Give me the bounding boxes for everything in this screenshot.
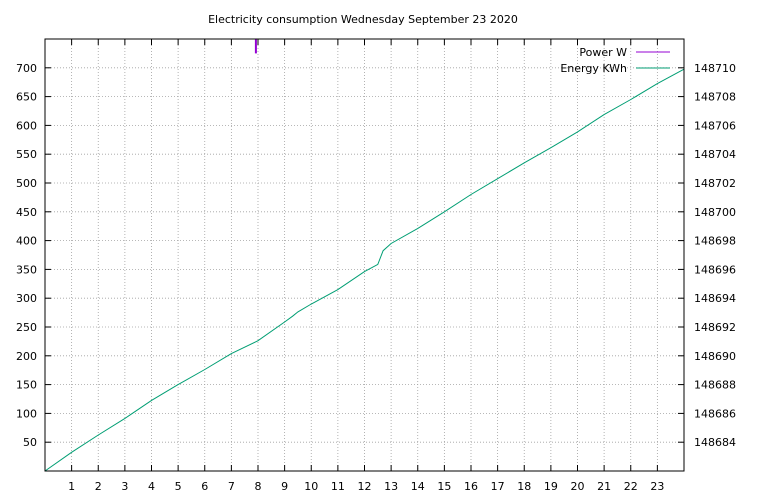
x-tick-label: 7	[228, 480, 235, 493]
x-tick-label: 1	[68, 480, 75, 493]
y-right-tick-label: 148688	[694, 379, 736, 392]
y-left-tick-label: 150	[16, 379, 37, 392]
x-tick-label: 8	[255, 480, 262, 493]
x-tick-label: 4	[148, 480, 155, 493]
y-left-tick-label: 400	[16, 235, 37, 248]
x-tick-label: 5	[175, 480, 182, 493]
legend-label: Energy KWh	[560, 62, 627, 75]
y-left-tick-label: 300	[16, 292, 37, 305]
y-left-tick-label: 600	[16, 119, 37, 132]
y-left-tick-label: 450	[16, 206, 37, 219]
y-right-tick-label: 148710	[694, 62, 736, 75]
y-right-tick-label: 148708	[694, 91, 736, 104]
y-right-tick-label: 148690	[694, 350, 736, 363]
x-tick-label: 12	[358, 480, 372, 493]
legend-label: Power W	[579, 46, 627, 59]
x-tick-label: 14	[411, 480, 425, 493]
y-left-tick-label: 50	[23, 436, 37, 449]
y-right-tick-label: 148700	[694, 206, 736, 219]
y-right-tick-label: 148702	[694, 177, 736, 190]
grid-lines	[45, 39, 684, 471]
x-tick-label: 21	[597, 480, 611, 493]
y-right-tick-label: 148698	[694, 235, 736, 248]
legend: Power W Energy KWh	[560, 46, 670, 75]
y-right-tick-label: 148704	[694, 148, 736, 161]
y-left-tick-label: 500	[16, 177, 37, 190]
x-tick-label: 11	[331, 480, 345, 493]
y-left-tick-label: 650	[16, 91, 37, 104]
y-left-tick-label: 550	[16, 148, 37, 161]
chart-title: Electricity consumption Wednesday Septem…	[208, 13, 518, 26]
y-right-tick-label: 148684	[694, 436, 736, 449]
x-tick-label: 16	[464, 480, 478, 493]
x-tick-label: 13	[384, 480, 398, 493]
series-group	[44, 39, 685, 472]
x-tick-label: 17	[491, 480, 505, 493]
x-tick-label: 18	[517, 480, 531, 493]
x-tick-label: 3	[121, 480, 128, 493]
axes: 1 2 3 4 5 6 7 8 9 10 11 12 13 14 15 16 17 18 19 20 21 22 23501…	[16, 39, 736, 493]
x-tick-label: 2	[95, 480, 102, 493]
x-tick-label: 9	[281, 480, 288, 493]
x-tick-label: 15	[437, 480, 451, 493]
plot-border	[44, 38, 685, 472]
y-right-tick-label: 148686	[694, 407, 736, 420]
y-left-tick-label: 100	[16, 407, 37, 420]
y-left-tick-label: 350	[16, 263, 37, 276]
y-right-tick-label: 148706	[694, 119, 736, 132]
x-tick-label: 22	[624, 480, 638, 493]
y-right-tick-label: 148696	[694, 263, 736, 276]
y-left-tick-label: 700	[16, 62, 37, 75]
x-tick-label: 19	[544, 480, 558, 493]
y-left-tick-label: 250	[16, 321, 37, 334]
y-left-tick-label: 200	[16, 350, 37, 363]
y-right-tick-label: 148692	[694, 321, 736, 334]
x-tick-label: 6	[201, 480, 208, 493]
x-tick-label: 10	[304, 480, 318, 493]
y-right-tick-label: 148694	[694, 292, 736, 305]
x-tick-label: 20	[571, 480, 585, 493]
series-line-energy-kwh	[44, 68, 685, 472]
x-tick-label: 23	[650, 480, 664, 493]
